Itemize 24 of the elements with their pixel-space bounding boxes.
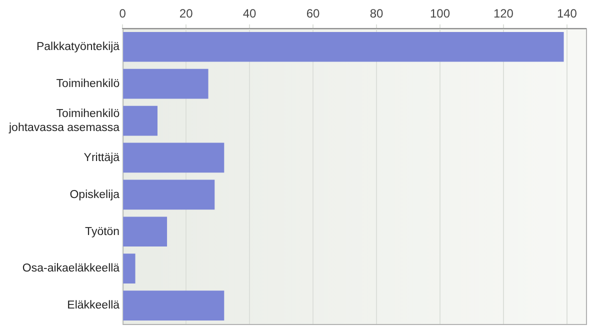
bar — [123, 142, 224, 173]
bar — [123, 254, 136, 284]
y-tick-label: Eläkkeellä — [67, 300, 120, 312]
bar — [123, 106, 158, 136]
x-tick-label: 120 — [493, 6, 514, 21]
y-tick-label: Toimihenkilö johtavassa asemassa — [8, 108, 120, 134]
x-tick-label: 40 — [242, 6, 257, 21]
bar — [123, 68, 208, 99]
bar — [123, 32, 564, 62]
bar — [123, 216, 168, 247]
y-tick-label: Osa-aikaeläkkeellä — [22, 262, 120, 275]
y-tick-label: Opiskelija — [70, 188, 120, 201]
x-tick-label: 0 — [119, 6, 126, 21]
y-tick-label: Työtön — [85, 226, 120, 238]
y-tick-label: Palkkatyöntekijä — [36, 41, 120, 54]
x-tick-label: 60 — [306, 6, 320, 21]
x-tick-label: 140 — [556, 6, 578, 21]
y-tick-label: Toimihenkilö — [56, 78, 120, 90]
x-tick-label: 100 — [430, 6, 450, 21]
x-tick-label: 20 — [179, 6, 194, 21]
y-tick-label: Yrittäjä — [84, 152, 120, 164]
bar — [123, 290, 224, 320]
x-tick-label: 80 — [370, 6, 384, 21]
bar — [123, 180, 215, 210]
